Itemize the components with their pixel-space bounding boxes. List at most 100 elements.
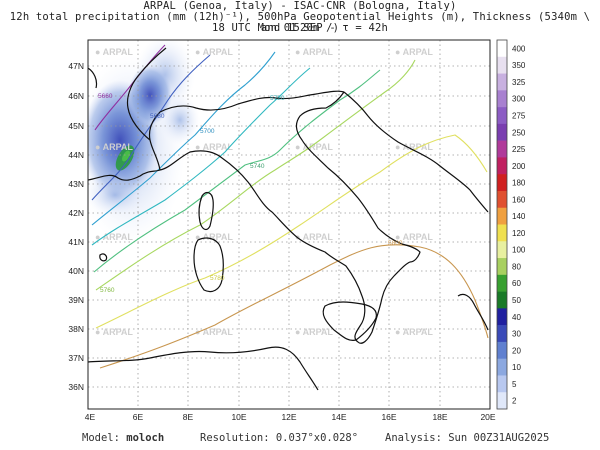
colorbar-swatch [497,56,507,74]
lat-tick-label: 43N [68,179,84,189]
colorbar-swatch [497,258,507,276]
colorbar-label: 80 [512,262,521,271]
north-border [126,47,167,141]
lon-tick-label: 10E [231,412,246,422]
contour-5760 [95,59,416,291]
lat-tick-label: 38N [68,324,84,334]
contour-label-5740: 5740 [250,163,265,170]
contour-labels: 5800 5780 5760 5740 5720 5700 5680 5660 [98,93,403,294]
arpal-watermark: ● ARPAL [95,327,133,337]
colorbar-swatch [497,241,507,259]
colorbar-label: 180 [512,179,526,188]
contour-lines [91,44,489,369]
arpal-watermark: ● ARPAL [95,47,133,57]
colorbar-label: 60 [512,279,521,288]
lat-tick-label: 37N [68,353,84,363]
colorbar-label: 325 [512,78,526,87]
sardinia [193,237,224,293]
lat-lon-grid [88,40,490,409]
balearics [99,253,108,262]
colorbar-swatch [497,40,507,58]
colorbar-label: 50 [512,296,521,305]
colorbar-label: 30 [512,330,521,339]
lat-tick-label: 44N [68,150,84,160]
arpal-watermark: ● ARPAL [395,232,433,242]
colorbar-label: 225 [512,145,526,154]
watermark-layer: ● ARPAL ● ARPAL ● ARPAL ● ARPAL ● ARPAL ● ARP… [95,47,433,337]
sicily [322,301,377,341]
lat-tick-label: 39N [68,295,84,305]
arpal-watermark: ● ARPAL [95,142,133,152]
colorbar-swatch [497,325,507,343]
colorbar-label: 200 [512,162,526,171]
africa-coast [88,346,319,391]
lat-tick-label: 41N [68,237,84,247]
arpal-watermark: ● ARPAL [195,142,233,152]
colorbar-frame [496,39,508,410]
colorbar-label: 300 [512,95,526,104]
contour-5720 [91,67,311,246]
arpal-watermark: ● ARPAL [195,232,233,242]
colorbar-label: 100 [512,246,526,255]
arpal-watermark: ● ARPAL [195,47,233,57]
contour-5780 [95,134,488,329]
contour-label-5680: 5680 [150,113,165,120]
lon-tick-label: 4E [85,412,96,422]
lon-tick-label: 14E [331,412,346,422]
lon-tick-label: 20E [480,412,495,422]
colorbar-swatch [497,140,507,158]
arpal-watermark: ● ARPAL [395,47,433,57]
adriatic-east-coast [343,91,489,213]
colorbar-label: 2 [512,397,517,406]
map-frame [87,39,491,410]
arpal-watermark: ● ARPAL [295,47,333,57]
lat-tick-label: 42N [68,208,84,218]
colorbar-swatch [497,341,507,359]
footer-analysis: Analysis: Sun 00Z31AUG2025 [385,432,550,444]
colorbar-swatch [497,73,507,91]
colorbar-swatch [497,207,507,225]
lat-tick-label: 45N [68,121,84,131]
italy-coast [159,91,421,344]
contour-label-5720: 5720 [270,95,285,102]
france-coast [88,169,161,181]
colorbar-swatch [497,174,507,192]
greece-coast [457,293,489,331]
colorbar-swatch [497,224,507,242]
contour-label-5660: 5660 [98,93,113,100]
contour-5680 [91,54,211,201]
colorbar-swatch [497,107,507,125]
colorbar-swatch [497,358,507,376]
latitude-axis: 47N 46N 45N 44N 43N 42N 41N 40N 39N 38N … [68,61,84,392]
contour-label-5800: 5800 [388,240,403,247]
corsica [198,191,214,231]
colorbar-swatch [497,308,507,326]
lon-tick-label: 18E [432,412,447,422]
colorbar-swatch [497,274,507,292]
lat-tick-label: 47N [68,61,84,71]
lat-tick-label: 40N [68,266,84,276]
title-line-2: 12h total precipitation (mm (12h)⁻¹), 50… [9,11,591,34]
contour-label-5760: 5760 [100,287,115,294]
lon-tick-label: 16E [381,412,396,422]
colorbar-swatch [497,190,507,209]
contour-label-5700: 5700 [200,128,215,135]
precipitation-field [88,40,200,245]
title-line-1: ARPAL (Genoa, Italy) - ISAC-CNR (Bologna… [143,0,457,12]
colorbar-label: 350 [512,61,526,70]
title-line-3: 18 UTC Mon 01 SEP - τ = 42h [211,22,389,34]
colorbar-label: 140 [512,212,526,221]
colorbar-swatch [497,157,507,175]
colorbar-label: 275 [512,111,526,120]
arpal-watermark: ● ARPAL [295,327,333,337]
longitude-axis: 4E 6E 8E 10E 12E 14E 16E 18E 20E [85,412,496,422]
contour-5800 [99,244,489,369]
footer-resolution: Resolution: 0.037°x0.028° [200,432,359,444]
arpal-watermark: ● ARPAL [395,142,433,152]
colorbar-swatch [497,291,507,309]
colorbar-swatch [497,392,507,410]
model-label: Model: [82,432,120,444]
alps-border [148,90,345,171]
colorbar-swatch [497,90,507,108]
